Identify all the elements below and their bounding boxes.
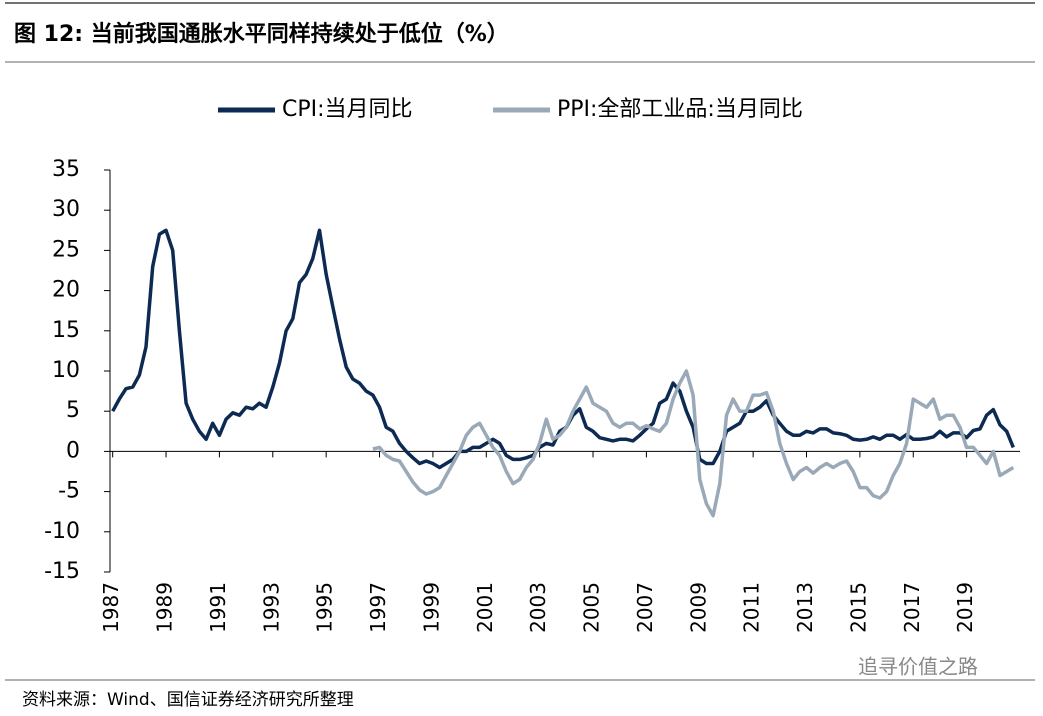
y-tick-label: 0	[66, 438, 80, 463]
x-tick-label: 1999	[419, 582, 443, 633]
x-tick-label: 2017	[900, 582, 924, 633]
source-note: 资料来源：Wind、国信证券经济研究所整理	[22, 690, 354, 710]
y-tick-label: 30	[52, 197, 80, 222]
x-tick-label: 2001	[473, 582, 497, 633]
y-tick-label: 35	[52, 157, 80, 182]
y-tick-label: 10	[52, 358, 80, 383]
x-tick-label: 2005	[580, 582, 604, 633]
y-tick-label: 5	[66, 398, 80, 423]
x-tick-label: 1993	[259, 582, 283, 633]
legend-label: PPI:全部工业品:当月同比	[557, 97, 803, 122]
y-tick-label: -10	[44, 519, 80, 544]
x-tick-label: 2019	[953, 582, 977, 633]
y-tick-label: 20	[52, 278, 80, 303]
y-tick-label: -5	[58, 479, 80, 504]
watermark: 追寻价值之路	[858, 655, 978, 679]
x-tick-label: 2011	[740, 582, 764, 633]
x-tick-label: 1989	[153, 582, 177, 633]
chart-title: 图 12: 当前我国通胀水平同样持续处于低位（%）	[14, 21, 509, 47]
x-tick-label: 1997	[366, 582, 390, 633]
x-tick-label: 2013	[793, 582, 817, 633]
legend-label: CPI:当月同比	[282, 97, 413, 122]
x-tick-label: 1991	[206, 582, 230, 633]
x-tick-label: 1987	[99, 582, 123, 633]
y-tick-label: 25	[52, 237, 80, 262]
y-tick-label: -15	[44, 559, 80, 584]
x-tick-label: 2007	[633, 582, 657, 633]
series-line	[372, 369, 1015, 518]
x-tick-label: 2003	[526, 582, 550, 633]
x-tick-label: 1995	[313, 582, 337, 633]
x-tick-label: 2009	[686, 582, 710, 633]
x-tick-label: 2015	[846, 582, 870, 633]
y-tick-label: 15	[52, 318, 80, 343]
